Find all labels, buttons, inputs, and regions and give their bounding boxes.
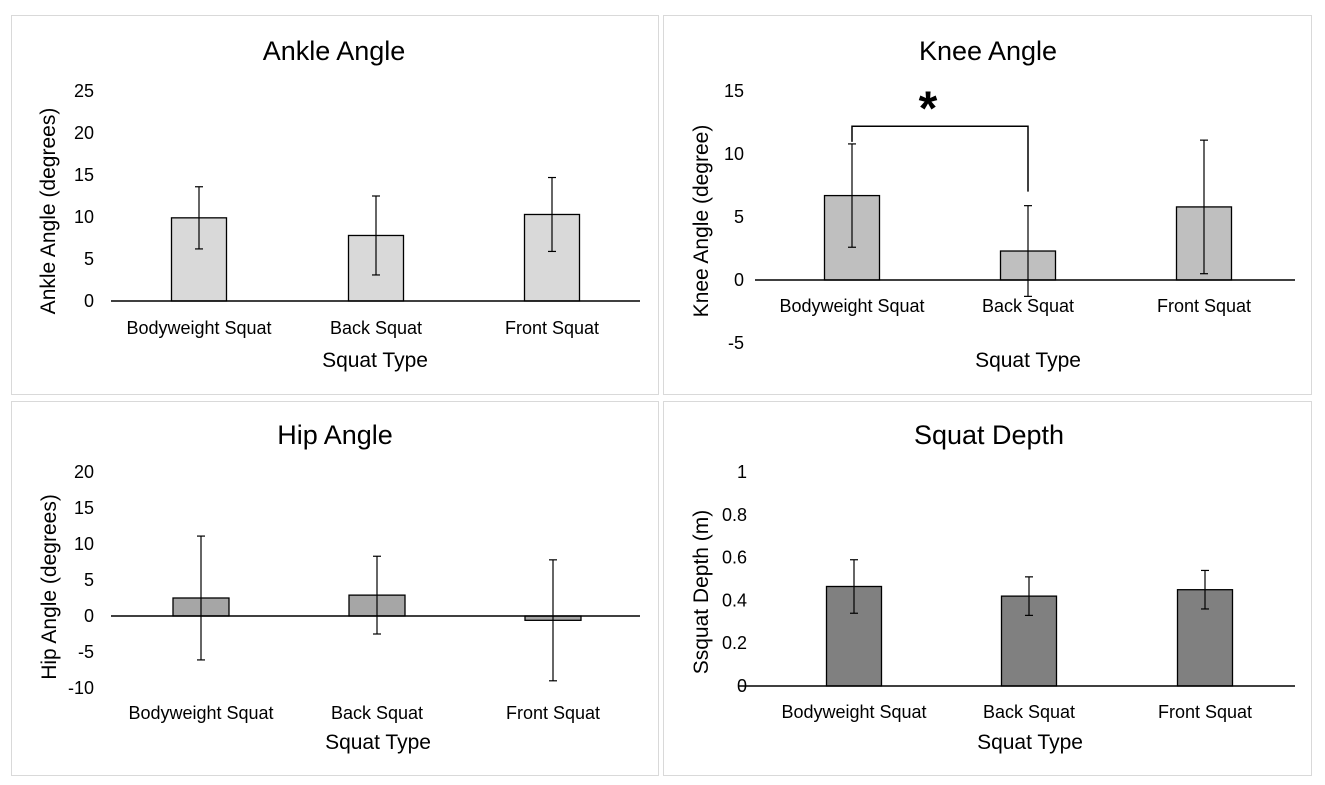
y-tick-label: 5 (84, 249, 94, 269)
y-tick-label: 0 (84, 606, 94, 626)
x-tick-label: Back Squat (331, 703, 423, 723)
knee-angle-chart: Knee Angle -5 0 5 10 15 Bodyweight Squat Back… (690, 36, 1295, 372)
y-tick-label: 5 (734, 207, 744, 227)
x-tick-label: Front Squat (1157, 296, 1251, 316)
significance-bracket (851, 125, 1029, 192)
y-tick-label: -5 (728, 333, 744, 353)
y-tick-label: 20 (74, 123, 94, 143)
chart-title: Hip Angle (277, 420, 393, 450)
ankle-angle-chart: Ankle Angle 0 5 10 15 20 25 Bodyweight Squat B… (37, 36, 640, 372)
chart-title: Squat Depth (914, 420, 1064, 450)
x-tick-label: Front Squat (506, 703, 600, 723)
x-tick-label: Front Squat (1158, 702, 1252, 722)
hip-angle-chart: Hip Angle -10 -5 0 5 10 15 20 Bodyweight Squat… (38, 420, 640, 754)
x-tick-label: Bodyweight Squat (779, 296, 924, 316)
y-axis-label: Hip Angle (degrees) (38, 494, 61, 680)
y-tick-label: 15 (74, 498, 94, 518)
y-axis-label: Ankle Angle (degrees) (37, 108, 60, 315)
hip-angle-panel: Hip Angle -10 -5 0 5 10 15 20 Bodyweight Squat… (11, 401, 659, 776)
y-tick-label: 10 (74, 207, 94, 227)
y-tick-label: 1 (737, 462, 747, 482)
squat-depth-chart: Squat Depth 00.20.40.60.81 Bodyweight Sq… (690, 420, 1295, 754)
chart-title: Knee Angle (919, 36, 1057, 66)
knee-angle-panel: Knee Angle -5 0 5 10 15 Bodyweight Squat Back… (663, 15, 1312, 395)
y-tick-label: 0 (84, 291, 94, 311)
y-tick-label: 15 (74, 165, 94, 185)
x-tick-label: Back Squat (982, 296, 1074, 316)
y-tick-label: 0.2 (722, 633, 747, 653)
y-tick-label: 10 (74, 534, 94, 554)
y-tick-label: -5 (78, 642, 94, 662)
y-axis-label: Ssquat Depth (m) (690, 510, 713, 675)
x-tick-label: Back Squat (330, 318, 422, 338)
y-tick-label: 0.6 (722, 548, 747, 568)
y-tick-label: 20 (74, 462, 94, 482)
y-tick-label: 0.8 (722, 505, 747, 525)
x-tick-label: Bodyweight Squat (128, 703, 273, 723)
x-tick-label: Front Squat (505, 318, 599, 338)
x-axis-label: Squat Type (975, 349, 1081, 372)
y-tick-label: 10 (724, 144, 744, 164)
y-tick-label: 15 (724, 81, 744, 101)
y-tick-label: 5 (84, 570, 94, 590)
x-axis-label: Squat Type (322, 349, 428, 372)
x-tick-label: Bodyweight Squat (781, 702, 926, 722)
y-tick-label: -10 (68, 678, 94, 698)
y-tick-label: 25 (74, 81, 94, 101)
x-axis-label: Squat Type (325, 731, 431, 754)
x-tick-label: Bodyweight Squat (126, 318, 271, 338)
y-tick-label: 0 (734, 270, 744, 290)
x-tick-label: Back Squat (983, 702, 1075, 722)
squat-depth-panel: Squat Depth 0 0.2 0.4 0.6 0.8 1 Bodyweight Sq… (663, 401, 1312, 776)
x-axis-label: Squat Type (977, 731, 1083, 754)
significance-asterisk: * (919, 82, 938, 135)
y-tick-label: 0.4 (722, 590, 747, 610)
ankle-angle-panel: Ankle Angle 0 5 10 15 20 25 Bodyweight Squat B… (11, 15, 659, 395)
y-axis-label: Knee Angle (degree) (690, 125, 713, 318)
chart-title: Ankle Angle (263, 36, 406, 66)
